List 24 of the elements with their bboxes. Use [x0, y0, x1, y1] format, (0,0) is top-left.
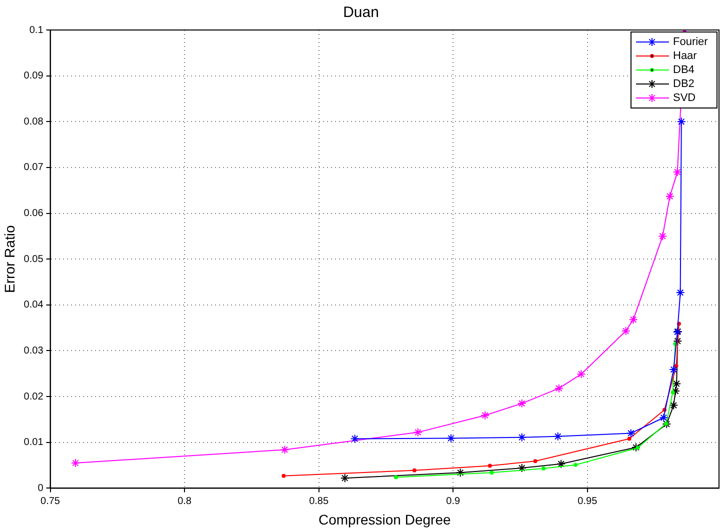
legend-label: DB4 — [673, 64, 694, 76]
legend-label: Haar — [673, 50, 698, 62]
legend-label: Fourier — [673, 36, 708, 48]
y-tick-label: 0.07 — [24, 162, 44, 174]
x-tick-label: 0.8 — [178, 496, 192, 507]
x-tick-label: 0.85 — [309, 496, 329, 507]
x-tick-label: 0.95 — [578, 496, 598, 507]
y-tick-label: 0 — [38, 482, 44, 494]
x-axis-title: Compression Degree — [318, 511, 451, 528]
y-tick-label: 0.08 — [24, 116, 44, 128]
x-tick-label: 0.75 — [40, 496, 60, 507]
chart-title: Duan — [343, 4, 379, 22]
x-tick-label: 0.9 — [446, 496, 461, 507]
y-tick-label: 0.04 — [24, 300, 44, 311]
y-tick-label: 0.02 — [24, 391, 44, 402]
legend-label: DB2 — [673, 78, 694, 90]
y-tick-label: 0.06 — [24, 208, 44, 220]
y-tick-label: 0.09 — [24, 70, 44, 82]
legend-label: SVD — [673, 92, 696, 104]
y-tick-label: 0.03 — [24, 345, 44, 356]
y-tick-label: 0.1 — [29, 24, 44, 36]
y-axis-title: Error Ratio — [1, 225, 18, 293]
y-tick-label: 0.01 — [24, 437, 44, 448]
y-tick-label: 0.05 — [24, 254, 44, 265]
